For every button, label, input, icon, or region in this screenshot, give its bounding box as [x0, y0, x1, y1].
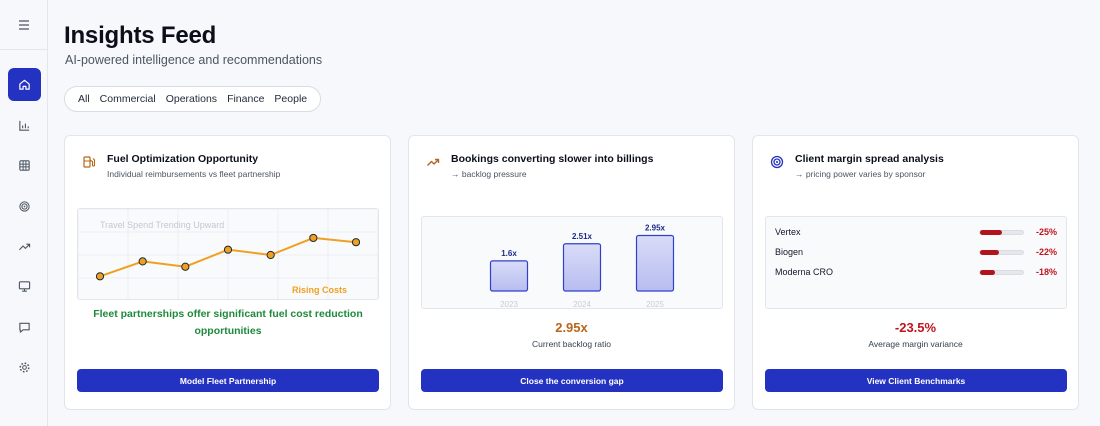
- bar: [562, 243, 602, 292]
- category-label: 2024: [573, 300, 591, 309]
- bar: [489, 260, 529, 292]
- card-subtitle: → backlog pressure: [451, 169, 527, 179]
- table-icon: [18, 159, 31, 172]
- target-icon: [18, 200, 31, 213]
- insight-card-client-margin: Client margin spread analysis → pricing …: [752, 135, 1079, 410]
- model-fleet-partnership-button[interactable]: Model Fleet Partnership: [77, 369, 379, 392]
- bar-label: 2.51x: [572, 232, 593, 241]
- filter-operations[interactable]: Operations: [165, 93, 218, 105]
- metric-label: Average margin variance: [868, 339, 963, 349]
- sidebar-item-messages[interactable]: [8, 311, 41, 344]
- sidebar-item-trends[interactable]: [8, 230, 41, 263]
- main-content: Insights Feed AI-powered intelligence an…: [48, 0, 1100, 426]
- card-header: Fuel Optimization Opportunity Individual…: [82, 153, 280, 179]
- card-header: Bookings converting slower into billings…: [426, 153, 653, 179]
- sidebar-item-analytics[interactable]: [8, 109, 41, 142]
- chat-icon: [18, 321, 31, 334]
- view-client-benchmarks-button[interactable]: View Client Benchmarks: [765, 369, 1067, 392]
- chart-title: Travel Spend Trending Upward: [100, 220, 224, 230]
- metric-label: Current backlog ratio: [532, 339, 611, 349]
- margin-value: -18%: [1035, 267, 1057, 277]
- close-conversion-gap-button[interactable]: Close the conversion gap: [421, 369, 723, 392]
- data-point: [223, 245, 233, 254]
- page-title: Insights Feed: [64, 22, 217, 49]
- backlog-ratio-chart: 1.6x 2023 2.51x 2024 2.95x 2025: [421, 216, 723, 309]
- bar-chart-svg: 1.6x 2023 2.51x 2024 2.95x 2025: [489, 223, 675, 309]
- data-point: [266, 250, 275, 260]
- margin-value: -22%: [1035, 247, 1057, 257]
- presentation-icon: [18, 280, 31, 293]
- card-subtitle: Individual reimbursements vs fleet partn…: [107, 169, 281, 179]
- bar-chart-icon: [18, 119, 31, 132]
- filter-finance[interactable]: Finance: [227, 93, 265, 105]
- card-subtitle: → pricing power varies by sponsor: [795, 169, 926, 179]
- margin-bar-track: [979, 230, 1024, 235]
- client-row-moderna-cro: Moderna CRO -18%: [775, 265, 1057, 279]
- page-subtitle: AI-powered intelligence and recommendati…: [65, 53, 323, 67]
- margin-bar: [980, 230, 1002, 235]
- filter-all[interactable]: All: [78, 93, 90, 105]
- data-point: [95, 272, 105, 281]
- client-row-biogen: Biogen -22%: [775, 245, 1057, 259]
- line-chart-svg: Travel Spend Trending Upward Rising Cost…: [78, 209, 378, 299]
- sidebar-item-home[interactable]: [8, 68, 41, 101]
- metric-value: 2.95x: [555, 320, 588, 335]
- insight-text: Fleet partnerships offer significant fue…: [93, 308, 363, 337]
- category-label: 2025: [646, 300, 664, 309]
- sidebar: [0, 0, 48, 426]
- target-icon: [770, 155, 790, 169]
- filter-bar: All Commercial Operations Finance People: [64, 86, 322, 112]
- category-label: 2023: [500, 300, 518, 309]
- data-point: [181, 262, 190, 271]
- sidebar-item-tables[interactable]: [8, 149, 41, 182]
- margin-bar: [980, 270, 996, 275]
- margin-value: -25%: [1035, 227, 1057, 237]
- trending-up-icon: [18, 240, 31, 253]
- sidebar-item-settings[interactable]: [8, 351, 41, 384]
- home-icon: [18, 78, 31, 91]
- sidebar-item-presentations[interactable]: [8, 270, 41, 303]
- trending-up-icon: [426, 155, 446, 169]
- insight-card-fuel: Fuel Optimization Opportunity Individual…: [64, 135, 391, 410]
- bar: [635, 234, 675, 292]
- card-title: Fuel Optimization Opportunity: [107, 153, 259, 165]
- gear-icon: [18, 361, 31, 374]
- bar-label: 1.6x: [501, 249, 517, 258]
- margin-bar-track: [979, 250, 1024, 255]
- data-point: [351, 238, 361, 247]
- margin-bar: [980, 250, 999, 255]
- metric-value: -23.5%: [894, 320, 937, 335]
- sidebar-header: [0, 0, 47, 50]
- client-margin-chart: Vertex -25% Biogen -22% Moderna CRO -18%: [765, 216, 1067, 309]
- client-name: Moderna CRO: [775, 267, 834, 277]
- card-header: Client margin spread analysis → pricing …: [770, 153, 944, 179]
- insight-card-bookings: Bookings converting slower into billings…: [408, 135, 735, 410]
- client-name: Vertex: [775, 227, 801, 237]
- fuel-pump-icon: [82, 155, 102, 169]
- travel-spend-chart: Travel Spend Trending Upward Rising Cost…: [77, 208, 379, 300]
- data-point: [138, 257, 147, 266]
- sidebar-item-targets[interactable]: [8, 190, 41, 223]
- card-title: Client margin spread analysis: [795, 153, 944, 165]
- chart-annotation: Rising Costs: [292, 285, 347, 295]
- filter-commercial[interactable]: Commercial: [99, 93, 156, 105]
- client-name: Biogen: [775, 247, 804, 257]
- card-title: Bookings converting slower into billings: [451, 153, 654, 165]
- menu-icon[interactable]: [18, 19, 30, 30]
- bar-label: 2.95x: [645, 223, 666, 232]
- margin-bar-track: [979, 270, 1024, 275]
- client-row-vertex: Vertex -25%: [775, 225, 1057, 239]
- filter-people[interactable]: People: [274, 93, 308, 105]
- data-point: [309, 233, 318, 243]
